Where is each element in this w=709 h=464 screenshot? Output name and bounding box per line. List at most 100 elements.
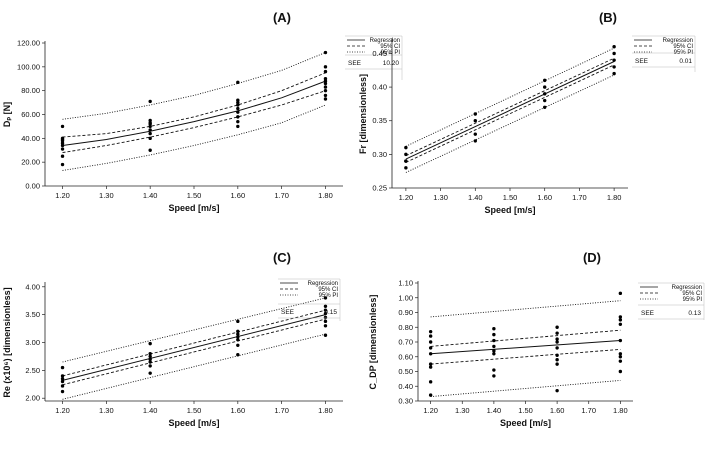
data-point <box>323 333 328 337</box>
panel-letter: (B) <box>599 10 617 25</box>
data-point <box>428 340 433 344</box>
data-point <box>148 121 152 125</box>
y-tick-label: 1.00 <box>398 293 413 302</box>
legend-label: 95% PI <box>319 293 339 299</box>
chart-panel-b: (B) 1.20 1.30 1.40 1.50 1.60 1.70 1.80 0.25 0.30 0… <box>358 10 696 215</box>
data-point <box>492 374 496 378</box>
data-point <box>323 93 328 98</box>
y-tick-label: 20.00 <box>21 158 40 167</box>
y-tick-label: 3.00 <box>25 338 40 347</box>
data-point <box>492 349 496 353</box>
series-line-95-pi-lower <box>62 333 326 400</box>
y-axis-label: Fr [dimensionless] <box>358 74 368 154</box>
data-point <box>60 389 65 394</box>
x-axis-label: Speed [m/s] <box>168 418 219 428</box>
data-point <box>148 371 152 375</box>
data-point <box>323 69 328 74</box>
data-point <box>236 115 240 119</box>
data-point <box>60 147 65 151</box>
see-label: SEE <box>641 310 655 317</box>
y-axis-label: Re (x10⁶) [dimensionless] <box>2 287 12 397</box>
series-line-regression <box>62 80 326 146</box>
panel-letter: (A) <box>273 10 291 25</box>
x-tick-label: 1.80 <box>613 406 628 415</box>
data-point <box>543 78 547 83</box>
y-tick-label: 0.60 <box>398 352 413 361</box>
y-tick-label: 0.30 <box>372 150 387 159</box>
data-point <box>323 304 328 308</box>
data-point <box>404 166 408 170</box>
y-tick-label: 0.25 <box>372 184 387 193</box>
data-point <box>148 364 152 368</box>
data-point <box>428 329 433 334</box>
panel-letter: (C) <box>273 250 291 265</box>
y-tick-label: 80.00 <box>21 86 40 95</box>
data-point <box>323 308 328 312</box>
data-point <box>148 131 152 136</box>
data-point <box>60 154 65 158</box>
series-line-95-ci-upper <box>62 309 326 377</box>
data-point <box>323 315 328 320</box>
y-tick-label: 2.50 <box>25 366 40 375</box>
data-point <box>323 77 328 81</box>
data-point <box>60 379 65 384</box>
data-point <box>323 65 328 69</box>
y-tick-label: 0.30 <box>398 397 413 406</box>
data-point <box>236 335 240 339</box>
data-point <box>612 65 616 69</box>
x-tick-label: 1.70 <box>274 406 289 415</box>
x-axis-label: Speed [m/s] <box>484 205 535 215</box>
data-point <box>612 58 616 62</box>
data-point <box>323 81 328 86</box>
x-tick-label: 1.50 <box>518 406 533 415</box>
data-point <box>323 324 328 328</box>
data-point <box>492 352 496 356</box>
y-tick-label: 0.80 <box>398 323 413 332</box>
data-point <box>473 112 477 116</box>
data-point <box>236 80 240 85</box>
x-tick-label: 1.80 <box>607 193 622 202</box>
x-tick-label: 1.80 <box>318 191 333 200</box>
data-point <box>543 85 547 89</box>
y-tick-label: 0.90 <box>398 308 413 317</box>
data-point <box>60 374 65 378</box>
data-point <box>148 351 152 356</box>
data-point <box>60 143 65 148</box>
data-point <box>404 159 408 163</box>
data-point <box>148 118 152 123</box>
legend-label: 95% PI <box>683 297 703 303</box>
data-point <box>148 341 152 346</box>
data-point <box>148 354 152 359</box>
data-point <box>618 355 623 359</box>
series-line-regression <box>62 314 326 381</box>
chart-panel-a: (A) 1.20 1.30 1.40 1.50 1.60 1.70 1.80 0.00 20.00… <box>2 10 403 213</box>
data-point <box>492 368 496 372</box>
data-point <box>428 393 433 397</box>
see-label: SEE <box>281 309 295 316</box>
series-line-95-ci-upper <box>430 329 621 347</box>
data-point <box>618 338 623 343</box>
data-point <box>428 346 433 350</box>
series-line-95-pi-upper <box>430 300 621 318</box>
data-point <box>612 51 616 56</box>
x-tick-label: 1.60 <box>537 193 552 202</box>
data-point <box>492 338 496 343</box>
x-axis-label: Speed [m/s] <box>500 418 551 428</box>
x-tick-label: 1.50 <box>187 191 202 200</box>
x-tick-label: 1.60 <box>550 406 565 415</box>
see-value: 0.13 <box>688 310 701 317</box>
x-tick-label: 1.30 <box>455 406 470 415</box>
x-tick-label: 1.70 <box>274 191 289 200</box>
data-point <box>148 128 152 132</box>
data-point <box>236 353 240 357</box>
x-tick-label: 1.40 <box>143 191 158 200</box>
series-line-95-ci-lower <box>430 348 621 365</box>
data-point <box>236 103 240 107</box>
y-tick-label: 0.45 <box>372 49 387 58</box>
data-point <box>323 296 328 300</box>
data-point <box>148 99 152 104</box>
data-point <box>323 85 328 89</box>
data-point <box>236 124 240 129</box>
